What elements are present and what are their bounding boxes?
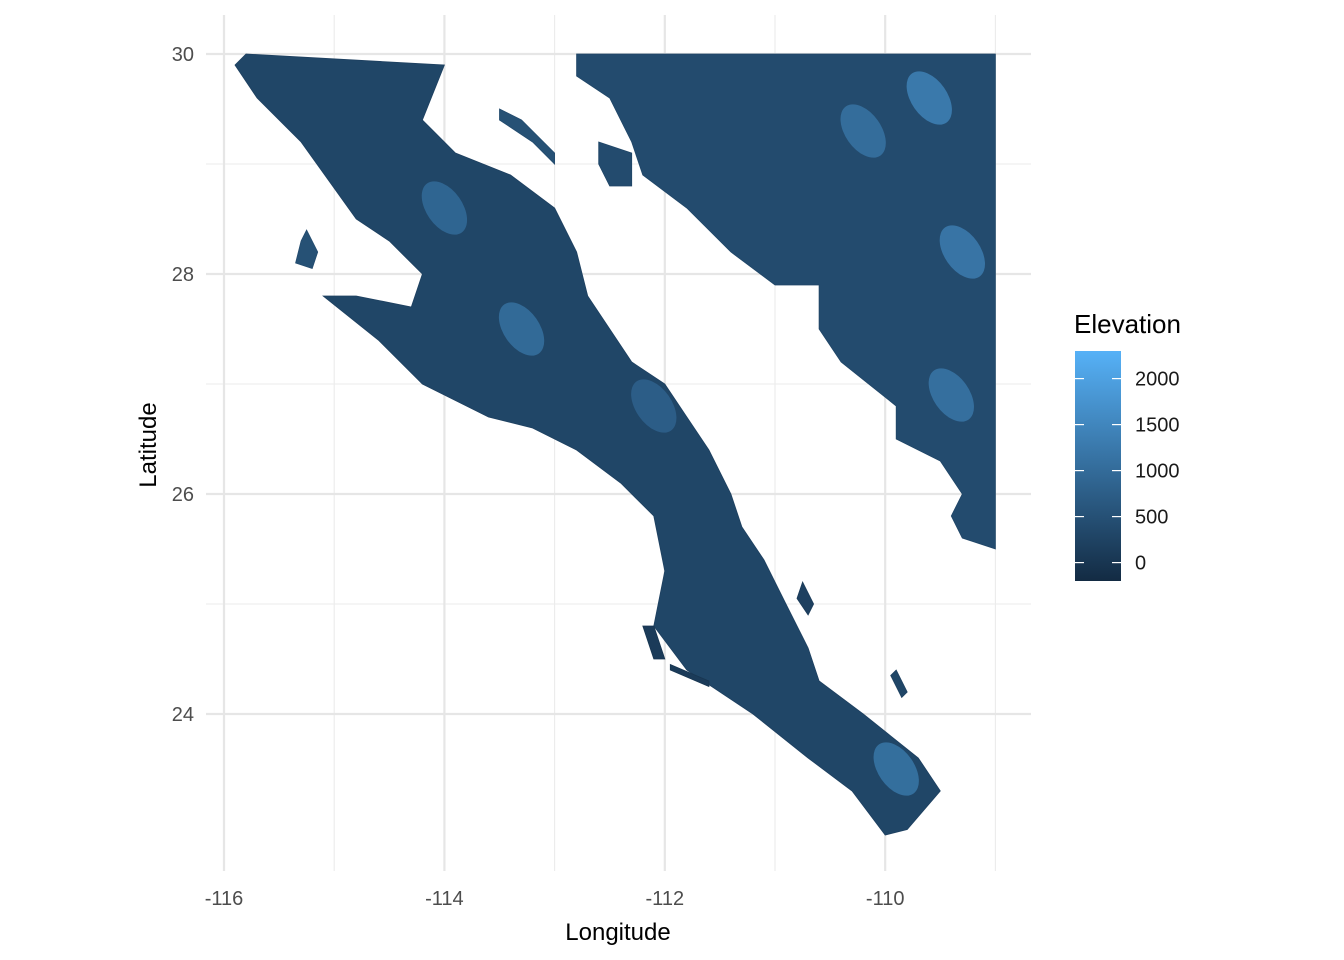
land-region-isla-cedros (295, 229, 319, 270)
y-tick-label: 30 (172, 44, 194, 66)
x-tick-label: -116 (205, 888, 244, 910)
land-region-isla-cerralvo (890, 669, 908, 699)
y-tick-label: 24 (172, 704, 194, 726)
legend-color-bar (1075, 351, 1121, 581)
x-tick-label: -114 (425, 888, 464, 910)
y-axis: 24 26 28 30 (172, 44, 194, 726)
x-axis: -116 -114 -112 -110 (205, 888, 905, 910)
highland-area-4 (906, 71, 952, 125)
highland-area-7 (928, 368, 974, 422)
legend-title: Elevation (1074, 309, 1181, 339)
highland-area-6 (840, 104, 886, 158)
land-region-isla-magdalena (642, 625, 666, 660)
legend-tick-label: 0 (1135, 553, 1146, 575)
highland-area-0 (873, 742, 919, 796)
land-regions (234, 53, 996, 836)
highland-area-1 (498, 302, 545, 356)
legend-ticks: 2000 1500 1000 500 0 (1075, 369, 1180, 575)
x-tick-label: -110 (866, 888, 905, 910)
highland-areas (421, 71, 986, 796)
legend-tick-label: 1500 (1135, 415, 1180, 437)
highland-area-5 (939, 225, 986, 279)
highland-area-2 (421, 181, 468, 235)
land-region-isla-san-jose (796, 580, 815, 616)
land-region-isla-angel-de-la-guarda (499, 108, 555, 165)
x-tick-label: -112 (646, 888, 685, 910)
y-tick-label: 28 (172, 264, 194, 286)
legend-tick-label: 500 (1135, 507, 1168, 529)
elevation-legend: Elevation 2000 1500 1000 500 0 (1074, 309, 1181, 581)
land-region-baja-california-peninsula (234, 53, 941, 836)
land-region-isla-santa-margarita (669, 663, 710, 688)
y-axis-title: Latitude (135, 402, 162, 487)
highland-area-3 (631, 379, 677, 433)
plot-panel (206, 15, 1031, 871)
land-region-isla-tiburon (598, 141, 633, 187)
x-axis-title: Longitude (565, 919, 670, 946)
y-tick-label: 26 (172, 484, 194, 506)
legend-tick-label: 2000 (1135, 369, 1180, 391)
legend-tick-label: 1000 (1135, 461, 1180, 483)
land-region-sonora-sinaloa-mainland (576, 53, 996, 550)
